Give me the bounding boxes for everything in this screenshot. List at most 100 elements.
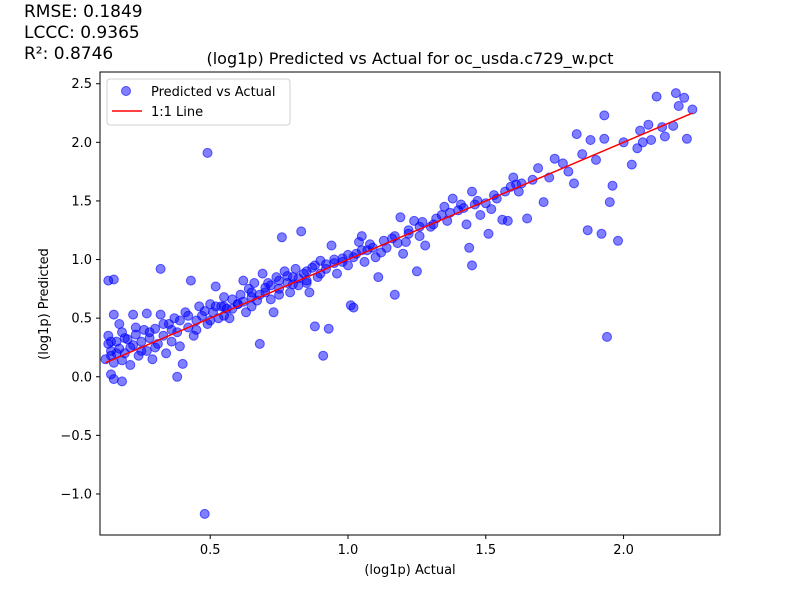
data-point [268,307,279,318]
legend-box [106,78,291,126]
data-point [128,309,139,320]
data-point [119,333,130,344]
data-point [398,248,409,259]
data-point [533,163,544,174]
y-tick-label: 1.5 [71,194,92,209]
data-point [191,324,202,335]
y-tick-label: 2.0 [71,136,92,151]
data-point [637,137,648,148]
data-point [563,166,574,177]
data-point [166,336,177,347]
data-point [285,287,296,298]
data-point [301,266,312,277]
legend-scatter-marker [121,86,131,96]
data-point [373,272,384,283]
points-layer [100,88,698,519]
one-to-one-line [105,112,693,364]
x-tick-label: 1.5 [475,543,496,558]
data-point [199,306,210,317]
data-point [607,180,618,191]
data-point [411,266,422,277]
y-tick-label: 0.5 [71,312,92,327]
data-point [604,197,615,208]
legend: Predicted vs Actual 1:1 Line [106,78,291,126]
data-point [549,153,560,164]
data-point [202,147,213,158]
data-point [108,309,119,320]
x-tick-label: 0.5 [200,543,221,558]
data-point [591,154,601,165]
data-point [461,219,472,230]
data-point [522,213,533,224]
data-point [679,92,690,103]
data-point [174,315,185,326]
data-point [265,294,276,305]
data-point [613,235,623,246]
data-point [571,129,582,140]
x-tick-label: 2.0 [613,543,634,558]
data-point [246,301,257,312]
r2-text: R²: 0.8746 [24,44,114,64]
y-tick-label: −1.0 [60,487,92,502]
y-ticks: −1.0 −0.5 0.0 0.5 1.0 1.5 2.0 2.5 [60,77,100,502]
data-point [219,301,229,312]
data-point [309,321,320,332]
data-point [332,268,342,279]
data-point [329,254,340,265]
data-point [185,275,196,286]
data-point [210,301,221,312]
data-point [136,336,147,347]
data-point [464,242,475,253]
data-point [296,226,307,237]
data-point [304,287,315,298]
data-point [161,348,172,359]
data-point [257,268,268,279]
data-point [274,289,285,300]
data-point [626,159,637,170]
data-point [290,263,301,274]
data-point [596,228,607,239]
data-point [155,263,166,274]
y-tick-label: −0.5 [60,429,92,444]
data-point [356,231,367,242]
data-point [643,119,654,130]
data-point [582,225,593,236]
data-point [158,319,169,329]
data-point [323,323,334,334]
data-point [318,350,329,361]
y-axis-label: (log1p) Predicted [37,248,52,360]
data-point [130,322,141,333]
data-point [282,271,293,281]
data-point [502,215,513,226]
data-point [651,91,662,102]
data-point [577,149,588,160]
data-point [106,336,116,347]
data-point [486,204,497,215]
data-point [210,281,221,292]
x-ticks: 0.5 1.0 1.5 2.0 [200,535,634,558]
data-point [389,289,400,300]
data-point [274,275,285,286]
data-point [114,319,125,329]
data-point [276,232,287,243]
data-point [155,309,166,320]
line-layer [105,112,693,364]
data-point [681,133,692,144]
y-tick-label: 0.0 [71,370,92,385]
data-point [483,228,494,239]
data-point [467,260,477,271]
data-point [414,231,425,242]
x-axis-label: (log1p) Actual [364,563,455,578]
x-tick-label: 1.0 [338,543,359,558]
data-point [108,374,119,385]
data-point [659,131,670,142]
data-point [117,376,127,387]
data-point [447,193,458,204]
data-point [174,341,185,352]
data-point [599,133,610,144]
data-point [309,260,320,271]
data-point [150,342,161,353]
data-point [673,101,684,111]
data-point [199,508,210,519]
